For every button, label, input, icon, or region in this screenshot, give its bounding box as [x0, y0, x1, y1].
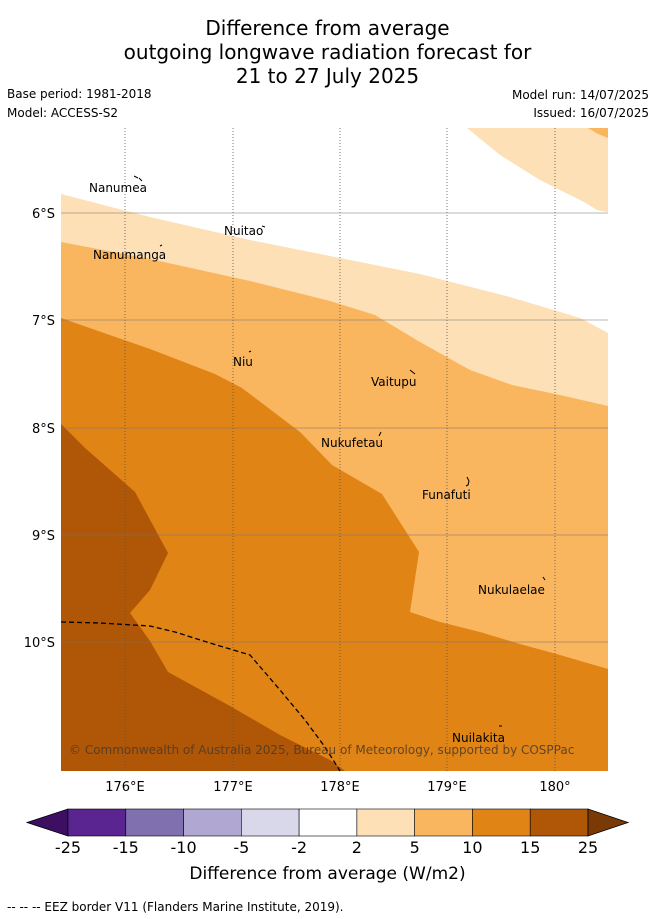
- eez-legend-note: -- -- -- EEZ border V11 (Flanders Marine…: [7, 900, 344, 914]
- map-title: Difference from average outgoing longwav…: [0, 16, 655, 88]
- lon-tick-180: 180°: [539, 780, 570, 795]
- place-label-vaitupu: Vaitupu: [371, 375, 417, 389]
- colorbar-segment: [125, 808, 184, 837]
- place-label-nuilakita: Nuilakita: [452, 731, 505, 745]
- colorbar: -25 -15 -10 -5 -2 2 5 10 15 25: [25, 808, 630, 857]
- colorbar-tick-label: -15: [113, 838, 139, 857]
- anomaly-band-15-25: [61, 424, 345, 771]
- place-label-funafuti: Funafuti: [422, 488, 471, 502]
- colorbar-tick-label: 25: [578, 838, 598, 857]
- colorbar-tick-label: 10: [462, 838, 482, 857]
- colorbar-label: Difference from average (W/m2): [189, 864, 466, 884]
- island-marks: [133, 175, 546, 727]
- colorbar-tick-label: -5: [233, 838, 249, 857]
- colorbar-segment: [356, 808, 415, 837]
- anomaly-band-5-10-northeast: [588, 128, 608, 138]
- colorbar-tick-label: 15: [520, 838, 540, 857]
- place-label-nanumanga: Nanumanga: [93, 248, 166, 262]
- lat-tick-8s: 8°S: [32, 422, 55, 437]
- colorbar-segment: [183, 808, 242, 837]
- copyright-notice: © Commonwealth of Australia 2025, Bureau…: [69, 743, 574, 757]
- colorbar-tick-label: -10: [170, 838, 196, 857]
- colorbar-extend-high: [587, 808, 630, 837]
- colorbar-tick-label: -2: [291, 838, 307, 857]
- title-line-2: outgoing longwave radiation forecast for: [123, 40, 532, 64]
- colorbar-segment: [298, 808, 358, 837]
- latitude-gridlines: [61, 212, 608, 643]
- lat-tick-6s: 6°S: [32, 207, 55, 222]
- anomaly-band-10-15: [61, 318, 608, 771]
- lat-tick-10s: 10°S: [24, 636, 55, 651]
- title-line-3: 21 to 27 July 2025: [235, 64, 420, 88]
- lat-tick-9s: 9°S: [32, 529, 55, 544]
- eez-border-line: [60, 621, 341, 772]
- place-label-niu: Niu: [233, 355, 253, 369]
- colorbar-extend-low: [25, 808, 69, 837]
- lon-tick-176e: 176°E: [105, 780, 145, 795]
- colorbar-tick-label: -25: [55, 838, 81, 857]
- longitude-gridlines: [124, 128, 556, 771]
- colorbar-tick-label: 5: [410, 838, 420, 857]
- place-label-nanumea: Nanumea: [89, 181, 147, 195]
- model-name: Model: ACCESS-S2: [7, 106, 119, 120]
- colorbar-segment: [414, 808, 473, 837]
- place-label-nukulaelae: Nukulaelae: [478, 583, 545, 597]
- base-period: Base period: 1981-2018: [7, 87, 152, 101]
- lat-tick-7s: 7°S: [32, 314, 55, 329]
- colorbar-segment: [241, 808, 300, 837]
- lon-tick-179e: 179°E: [427, 780, 467, 795]
- lon-tick-178e: 178°E: [320, 780, 360, 795]
- colorbar-tick-label: 2: [352, 838, 362, 857]
- colorbar-segment: [67, 808, 127, 837]
- place-label-nukufetau: Nukufetau: [321, 436, 383, 450]
- model-run: Model run: 14/07/2025: [511, 88, 649, 102]
- place-label-nuitao: Nuitao: [224, 224, 263, 238]
- issued-date: Issued: 16/07/2025: [533, 106, 649, 120]
- colorbar-segment: [472, 808, 531, 837]
- anomaly-band-2-5-northeast: [467, 128, 608, 212]
- colorbar-segment: [529, 808, 589, 837]
- map-panel: Nanumea Nuitao Nanumanga Niu Vaitupu Nuk…: [60, 128, 608, 772]
- lon-tick-177e: 177°E: [213, 780, 253, 795]
- title-line-1: Difference from average: [205, 16, 450, 40]
